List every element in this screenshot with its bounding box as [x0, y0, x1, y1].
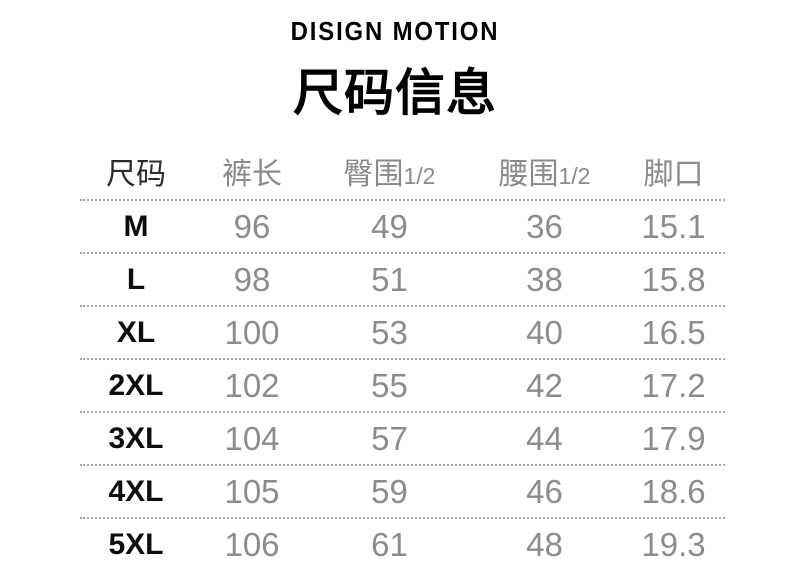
table-row: M 96 49 36 15.1 [80, 199, 725, 252]
value-cell-pants-length: 102 [224, 367, 280, 404]
table-row: 3XL 104 57 44 17.9 [80, 411, 725, 464]
column-header-label: 尺码 [106, 158, 166, 191]
value-cell-waist: 44 [526, 420, 563, 457]
value-cell-waist: 42 [526, 367, 563, 404]
value-cell-hip: 55 [371, 367, 408, 404]
size-cell: 2XL [108, 368, 164, 402]
brand-title: DISIGN MOTION [290, 16, 500, 46]
column-header-label: 腰围 [498, 158, 559, 191]
value-cell-pants-length: 96 [233, 208, 271, 245]
value-cell-pants-length: 106 [224, 526, 280, 563]
column-header-waist: 腰围1/2 [467, 160, 622, 190]
table-header-row: 尺码 裤长 臀围1/2 腰围1/2 脚口 [80, 151, 725, 199]
column-header-suffix: 1/2 [558, 163, 591, 189]
value-cell-hip: 57 [371, 420, 408, 457]
value-cell-pants-length: 98 [233, 261, 271, 298]
size-cell: 4XL [108, 474, 164, 508]
value-cell-pants-length: 105 [224, 473, 280, 510]
size-cell: 3XL [108, 421, 164, 455]
table-row: 5XL 106 61 48 19.3 [80, 517, 725, 570]
value-cell-leg-opening: 15.1 [641, 208, 706, 245]
value-cell-hip: 61 [371, 526, 408, 563]
column-header-label: 脚口 [643, 158, 704, 191]
value-cell-hip: 49 [371, 208, 408, 245]
value-cell-leg-opening: 18.6 [641, 473, 706, 510]
size-cell: M [123, 209, 149, 243]
column-header-leg-opening: 脚口 [622, 160, 725, 190]
value-cell-leg-opening: 17.9 [641, 420, 706, 457]
value-cell-hip: 53 [371, 314, 408, 351]
table-row: L 98 51 38 15.8 [80, 252, 725, 305]
column-header-pants-length: 裤长 [192, 160, 312, 190]
size-chart-table: 尺码 裤长 臀围1/2 腰围1/2 脚口 M 96 49 36 15.1 L 9… [80, 151, 725, 570]
value-cell-waist: 40 [526, 314, 563, 351]
table-row: 4XL 105 59 46 18.6 [80, 464, 725, 517]
column-header-size: 尺码 [80, 160, 192, 190]
size-cell: XL [116, 315, 156, 349]
value-cell-hip: 51 [371, 261, 408, 298]
value-cell-waist: 46 [526, 473, 563, 510]
size-cell: 5XL [108, 527, 164, 561]
value-cell-pants-length: 104 [224, 420, 280, 457]
value-cell-leg-opening: 15.8 [641, 261, 706, 298]
value-cell-hip: 59 [371, 473, 408, 510]
value-cell-leg-opening: 17.2 [641, 367, 706, 404]
value-cell-leg-opening: 16.5 [641, 314, 706, 351]
column-header-label: 臀围 [343, 158, 404, 191]
value-cell-leg-opening: 19.3 [641, 526, 706, 563]
size-cell: L [126, 262, 146, 296]
value-cell-pants-length: 100 [224, 314, 280, 351]
table-row: 2XL 102 55 42 17.2 [80, 358, 725, 411]
column-header-label: 裤长 [222, 158, 282, 191]
page-title: 尺码信息 [293, 65, 497, 121]
column-header-suffix: 1/2 [403, 163, 436, 189]
value-cell-waist: 38 [526, 261, 563, 298]
table-row: XL 100 53 40 16.5 [80, 305, 725, 358]
value-cell-waist: 48 [526, 526, 563, 563]
column-header-hip: 臀围1/2 [312, 160, 467, 190]
value-cell-waist: 36 [526, 208, 563, 245]
table-body: M 96 49 36 15.1 L 98 51 38 15.8 XL 100 5… [80, 199, 725, 570]
